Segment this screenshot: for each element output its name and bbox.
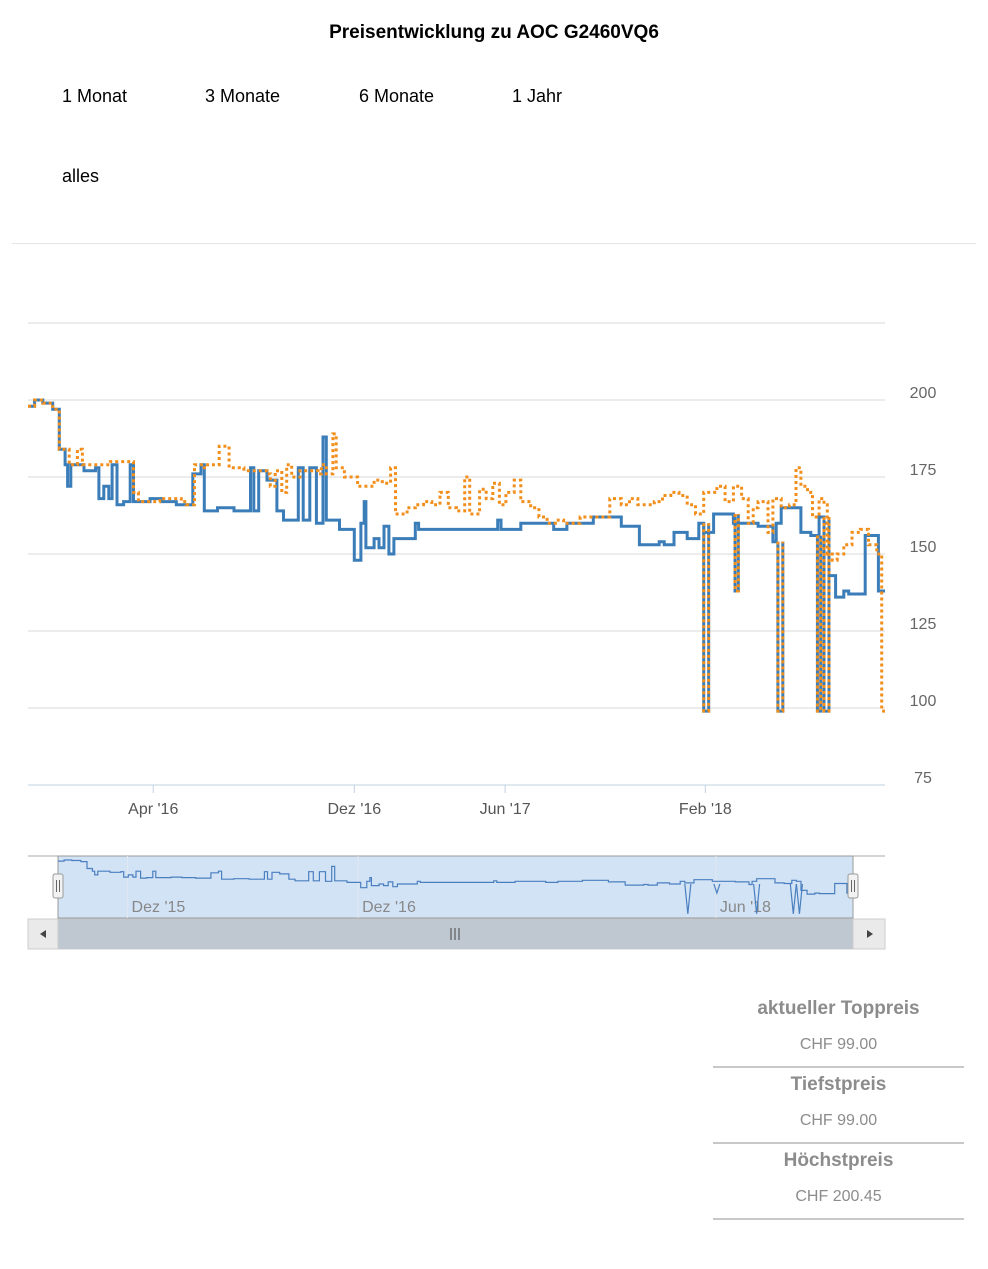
- stat-label: aktueller Toppreis: [757, 998, 920, 1019]
- series-line-best-price: [28, 398, 885, 599]
- x-tick-label: Jun '17: [480, 801, 531, 818]
- x-tick-label: Dez '16: [327, 801, 381, 818]
- stat-current-top-price: aktueller Toppreis CHF 99.00: [713, 992, 964, 1068]
- x-tick-label: Apr '16: [128, 801, 178, 818]
- navigator-spike: [753, 883, 761, 914]
- stat-label: Tiefstpreis: [790, 1074, 887, 1095]
- y-tick-label: 75: [914, 770, 932, 787]
- price-chart[interactable]: 75 100 125 150 175 200 Apr '16 Dez '16 Jun '17 F…: [0, 0, 988, 960]
- range-button-1-month[interactable]: 1 Monat: [62, 86, 128, 106]
- range-button-6-months[interactable]: 6 Monate: [359, 86, 435, 106]
- header-divider: [12, 243, 976, 244]
- range-button-3-months[interactable]: 3 Monate: [205, 86, 281, 106]
- navigator-spike: [713, 883, 721, 895]
- navigator-spike: [684, 883, 692, 914]
- plot-area: [28, 398, 885, 713]
- range-button-all[interactable]: alles: [62, 166, 100, 186]
- navigator-label: Dez '16: [362, 899, 416, 916]
- navigator-spike: [789, 883, 797, 914]
- navigator-label: Dez '15: [132, 899, 186, 916]
- navigator-right-handle[interactable]: [847, 873, 859, 899]
- chevron-right-icon: [867, 930, 873, 938]
- navigator-selection: [57, 855, 854, 919]
- price-drop-spike-avg: [733, 513, 740, 593]
- stat-highest-price: Höchstpreis CHF 200.45: [713, 1144, 964, 1220]
- navigator: Dez '15 Dez '16 Jun '18: [27, 855, 886, 950]
- navigator-series-line: [58, 859, 853, 895]
- y-tick-label: 150: [910, 539, 937, 556]
- y-tick-label: 100: [910, 693, 937, 710]
- stat-value: CHF 99.00: [799, 1112, 878, 1129]
- x-axis: Apr '16 Dez '16 Jun '17 Feb '18: [128, 785, 732, 818]
- chevron-left-icon: [40, 930, 46, 938]
- stat-value: CHF 99.00: [799, 1036, 878, 1053]
- chart-title: Preisentwicklung zu AOC G2460VQ6: [329, 22, 659, 43]
- price-drop-spike-avg: [815, 535, 823, 713]
- handle-box: [847, 873, 859, 899]
- navigator-left-handle[interactable]: [52, 873, 64, 899]
- stat-lowest-price: Tiefstpreis CHF 99.00: [713, 1068, 964, 1144]
- series-line-average-price: [28, 398, 885, 713]
- gridlines: [28, 322, 885, 786]
- handle-box: [52, 873, 64, 899]
- stat-value: CHF 200.45: [795, 1188, 882, 1205]
- price-stats: aktueller Toppreis CHF 99.00 Tiefstpreis…: [713, 992, 964, 1220]
- price-drop-spike-avg: [776, 541, 785, 713]
- price-drop-spike-avg: [822, 517, 831, 713]
- price-drop-spike: [702, 523, 711, 713]
- y-tick-label: 175: [910, 462, 937, 479]
- y-tick-label: 125: [910, 616, 937, 633]
- x-tick-label: Feb '18: [679, 801, 732, 818]
- y-tick-label: 200: [910, 385, 937, 402]
- navigator-label: Jun '18: [720, 899, 771, 916]
- navigator-spike: [795, 883, 804, 914]
- stat-label: Höchstpreis: [783, 1150, 894, 1171]
- scrollbar[interactable]: [27, 918, 886, 950]
- range-button-1-year[interactable]: 1 Jahr: [512, 86, 563, 106]
- y-axis-ticks: 75 100 125 150 175 200: [910, 385, 937, 787]
